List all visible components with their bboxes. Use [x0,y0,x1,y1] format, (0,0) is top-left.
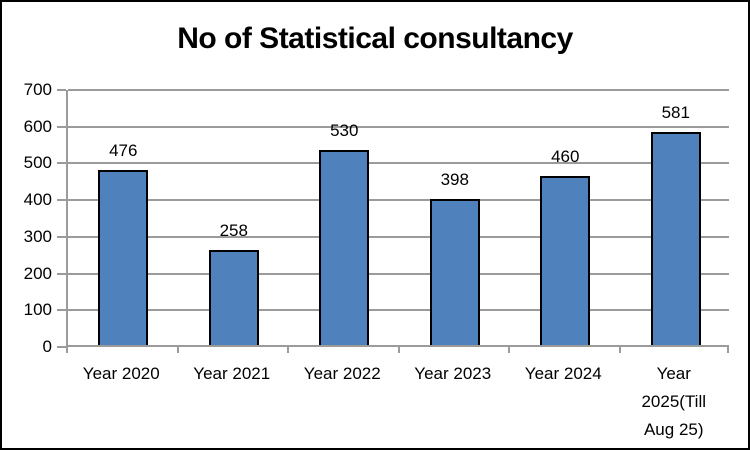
y-axis-tick-label: 400 [23,190,52,210]
y-axis-tick-mark [57,346,66,348]
x-axis-tick-mark [66,347,68,353]
bar-year-2022[interactable] [319,150,370,345]
bar-year-2021[interactable] [208,250,259,345]
bar-year-2020[interactable] [98,170,149,345]
y-axis-tick-label: 100 [23,300,52,320]
bar-value-label: 581 [661,102,690,122]
x-axis-category-label: Year 2025(Till Aug 25) [641,364,707,439]
gridline-100 [68,309,729,312]
x-axis-tick-mark [508,347,510,353]
bar-value-label: 530 [330,121,359,141]
y-axis-tick-mark [57,125,66,128]
x-axis-tick-mark [176,347,179,353]
gridline-700 [68,89,729,91]
bar-value-label: 258 [219,221,248,241]
y-axis-tick-mark [57,89,66,91]
x-axis-tick-mark [397,347,400,353]
y-axis-tick-label: 300 [23,226,52,246]
bar-year-2025-till-aug-25-[interactable] [650,131,701,345]
y-axis-tick-mark [57,309,66,312]
bar-value-label: 398 [440,169,469,189]
gridline-300 [68,235,729,238]
x-axis-category-label: Year 2024 [524,364,602,383]
bar-value-label: 476 [109,141,138,161]
x-axis-category-label: Year 2022 [303,364,381,383]
y-axis-tick-label: 500 [23,153,52,173]
plot-area: 476 258 530 398 460 581 [66,89,729,347]
x-axis-tick-mark [727,347,729,353]
gridline-400 [68,199,729,202]
bar-year-2024[interactable] [540,176,591,345]
y-axis-tick-mark [57,162,66,165]
gridline-500 [68,162,729,165]
x-axis-category-label: Year 2023 [414,364,492,383]
y-axis-tick-label: 200 [23,263,52,283]
gridline-600 [68,125,729,128]
x-axis-category-label: Year 2021 [193,364,271,383]
bar-value-label: 460 [551,147,580,167]
bar-year-2023[interactable] [429,198,480,345]
x-axis-tick-mark [618,347,621,353]
y-axis-tick-mark [57,235,66,238]
y-axis-tick-mark [57,272,66,275]
gridline-200 [68,272,729,275]
y-axis-tick-label: 0 [42,337,52,356]
y-axis-tick-label: 700 [23,80,52,99]
y-axis-tick-mark [57,199,66,202]
y-axis-tick-label: 600 [23,116,52,136]
chart-title: No of Statistical consultancy [177,22,573,55]
x-axis-tick-mark [287,347,289,353]
x-axis-category-label: Year 2020 [82,364,160,383]
